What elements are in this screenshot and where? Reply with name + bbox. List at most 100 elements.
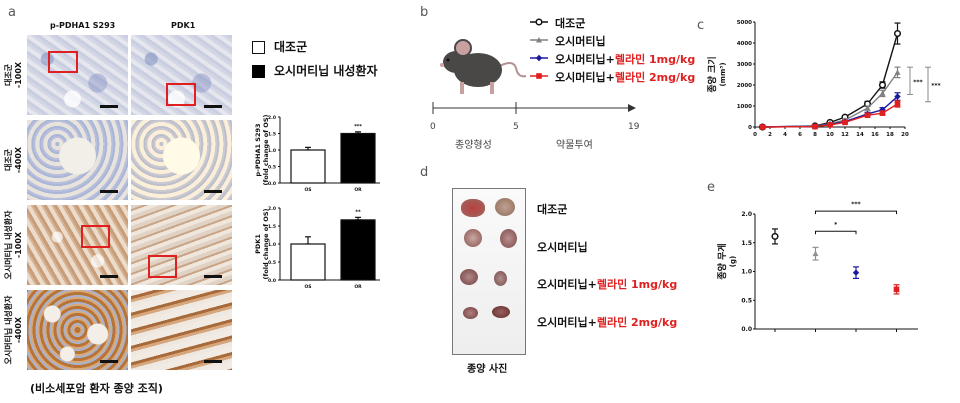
column-header-pdk1: PDK1 — [171, 21, 196, 30]
y-axis-unit: (g) — [729, 256, 737, 267]
group-label: 오시머티닙+렐라민 1mg/kg — [537, 276, 677, 292]
histology-image — [27, 120, 128, 200]
legend-item: 오시머티닙 — [555, 33, 606, 49]
significance-label: * — [834, 221, 838, 228]
data-point — [879, 90, 886, 96]
x-tick-label: 12 — [841, 132, 849, 138]
y-axis-label: (fold change of OS) — [262, 208, 270, 279]
legend-item: 대조군 — [555, 15, 585, 31]
significance-label: *** — [851, 201, 861, 208]
x-tick-label: 2 — [768, 132, 772, 138]
legend-swatch-resistant — [252, 65, 265, 78]
label-prefix: 오시머티닙+ — [555, 53, 615, 66]
tumor-photo — [452, 188, 526, 355]
data-point — [864, 112, 871, 119]
histology-image — [131, 290, 232, 370]
y-tick-label: 2.0 — [268, 115, 276, 121]
column-header-pdha1: p-PDHA1 S293 — [50, 21, 116, 30]
timeline-tick: 19 — [628, 122, 640, 132]
y-tick-label: 3000 — [737, 62, 752, 68]
legend-swatch-control — [252, 41, 265, 54]
data-point — [771, 232, 779, 240]
histology-image — [27, 35, 128, 115]
data-point — [894, 69, 901, 75]
phase-label: 종양형성 — [455, 140, 492, 151]
y-tick-label: 2.0 — [741, 211, 752, 218]
legend-marker-triangle-icon — [536, 37, 542, 43]
y-tick-label: 1.0 — [268, 148, 276, 154]
label-suffix: 렐라민 1mg/kg — [596, 278, 678, 291]
x-tick-label: 0 — [753, 132, 757, 138]
y-tick-label: 1.5 — [741, 240, 752, 247]
timeline — [432, 102, 636, 114]
label-suffix: 렐라민 2mg/kg — [596, 315, 678, 329]
label-prefix: 오시머티닙+ — [537, 278, 597, 291]
legend-item: 오시머티닙+렐라민 2mg/kg — [555, 69, 695, 85]
data-point — [827, 122, 833, 128]
y-axis-label: PDK1 — [254, 234, 262, 254]
label-prefix: 오시머티닙+ — [555, 71, 615, 84]
bar-OR — [340, 219, 376, 281]
y-tick-label: 1.5 — [268, 132, 276, 138]
histology-image — [27, 290, 128, 370]
y-tick-label: 0.0 — [741, 326, 752, 333]
x-tick-label: 20 — [901, 132, 909, 138]
y-axis-label: 종양 무게 — [716, 243, 728, 279]
panel-a-caption: (비소세포암 환자 종양 조직) — [30, 382, 163, 395]
phase-label: 약물투여 — [556, 140, 593, 151]
data-point — [894, 101, 901, 107]
data-point — [879, 110, 886, 116]
series-line-0 — [762, 33, 899, 128]
panel-label-d: d — [420, 165, 429, 180]
x-tick-label: 4 — [783, 132, 787, 138]
y-tick-label: 1000 — [737, 104, 752, 110]
y-tick-label: 0.5 — [268, 260, 276, 266]
histology-image — [131, 120, 232, 200]
data-point — [812, 123, 818, 130]
data-point — [878, 81, 887, 89]
label-prefix: 오시머티닙+ — [537, 315, 597, 329]
y-tick-label: 0.5 — [268, 165, 276, 171]
group-label: 오시머티닙 — [537, 239, 588, 255]
data-point — [893, 30, 902, 38]
x-tick-label: 6 — [798, 132, 802, 138]
y-tick-label: 1.0 — [268, 242, 276, 248]
legend-marker-diamond-icon — [535, 54, 543, 62]
series-line-1 — [762, 71, 899, 128]
panel-label-e: e — [707, 180, 715, 195]
significance-label: ** — [355, 209, 361, 215]
y-tick-label: 0.0 — [268, 181, 276, 187]
x-tick-label: 18 — [886, 132, 894, 138]
y-tick-label: 1.5 — [268, 224, 276, 230]
y-tick-label: 0.5 — [741, 297, 752, 304]
data-point — [893, 286, 900, 293]
y-tick-label: 2.0 — [268, 206, 276, 212]
histology-image — [131, 205, 232, 285]
legend-label: 대조군 — [274, 40, 308, 54]
y-axis-unit: (mm³) — [719, 62, 727, 86]
label-prefix: 오시머티닙 — [555, 35, 606, 48]
legend-label: 오시머티닙 내성환자 — [274, 64, 378, 78]
data-point — [759, 124, 766, 130]
data-point — [852, 269, 860, 276]
significance-bracket — [815, 230, 857, 235]
mouse-illustration — [440, 39, 527, 94]
data-point — [842, 119, 848, 126]
significance-bracket — [815, 210, 897, 215]
x-tick-label: 10 — [826, 132, 834, 138]
legend-marker-square-icon — [536, 73, 542, 79]
bar-OR — [340, 132, 376, 184]
x-tick-label: OS — [304, 284, 311, 290]
legend-item: 오시머티닙+렐라민 1mg/kg — [555, 51, 695, 67]
y-tick-label: 0 — [748, 125, 752, 131]
label-prefix: 대조군 — [537, 203, 568, 216]
bar-OS — [290, 243, 326, 281]
y-tick-label: 5000 — [737, 20, 752, 26]
y-tick-label: 0.0 — [268, 278, 276, 284]
y-axis-label: (fold change of OS) — [262, 114, 270, 185]
significance-label: *** — [931, 82, 941, 89]
x-tick-label: OS — [304, 187, 311, 193]
timeline-tick: 5 — [513, 122, 519, 132]
x-tick-label: 8 — [813, 132, 817, 138]
